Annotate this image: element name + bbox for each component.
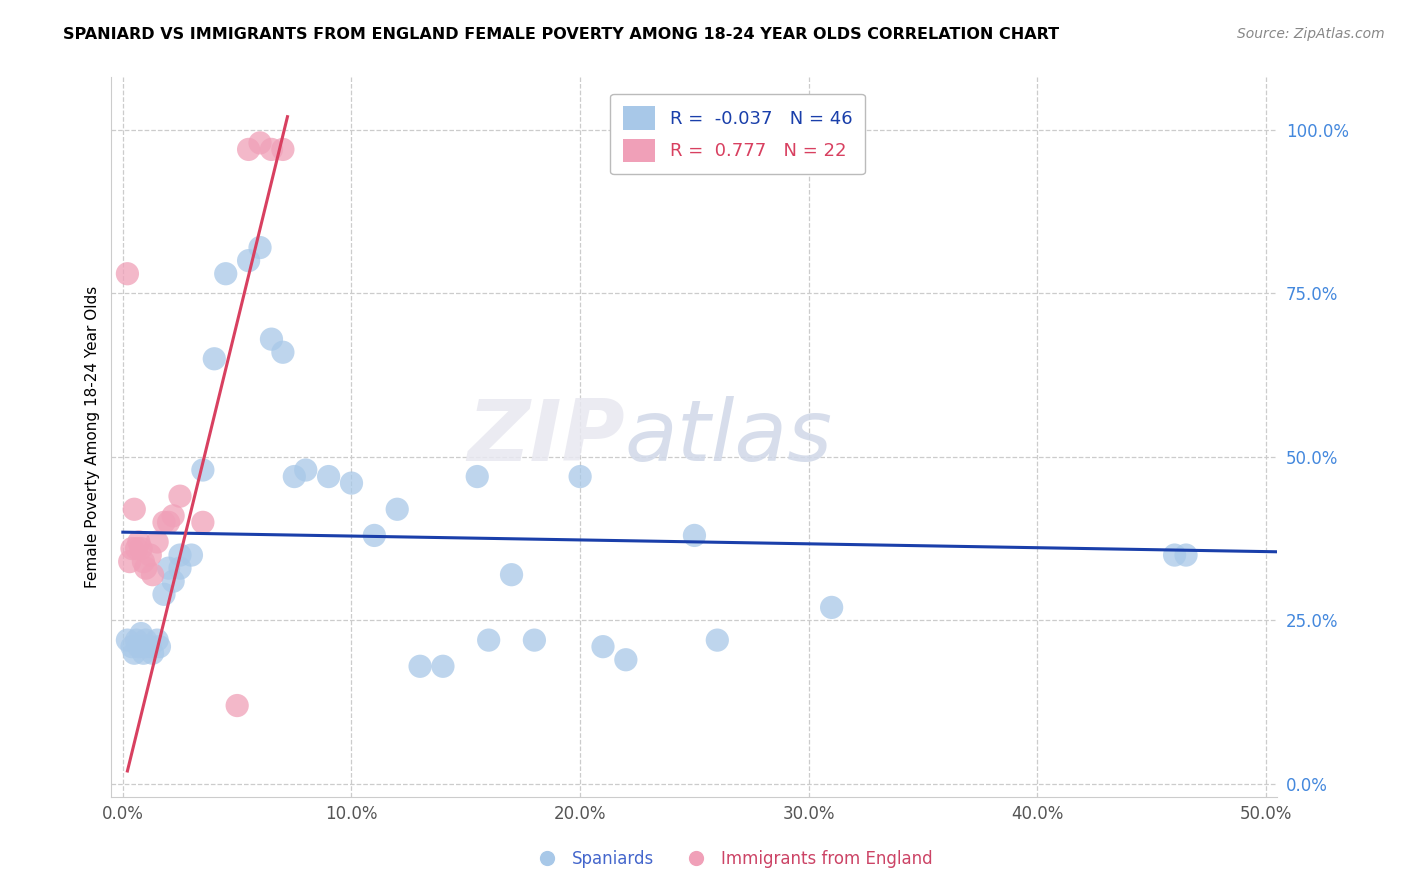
Point: [820, 600, 842, 615]
Point: [135, 561, 157, 575]
Point: [135, 640, 157, 654]
Point: [215, 267, 238, 281]
Text: Source: ZipAtlas.com: Source: ZipAtlas.com: [1237, 27, 1385, 41]
Point: [260, 332, 283, 346]
Point: [142, 567, 165, 582]
Point: [118, 555, 141, 569]
Point: [706, 633, 728, 648]
Point: [226, 698, 249, 713]
Point: [146, 633, 169, 648]
Text: ZIP: ZIP: [467, 396, 624, 479]
Point: [121, 541, 143, 556]
Point: [132, 555, 155, 569]
Point: [169, 489, 191, 503]
Point: [249, 241, 271, 255]
Point: [169, 548, 191, 562]
Point: [125, 633, 148, 648]
Point: [683, 528, 706, 542]
Point: [135, 633, 157, 648]
Point: [139, 640, 162, 654]
Point: [129, 541, 152, 556]
Point: [129, 626, 152, 640]
Text: atlas: atlas: [624, 396, 832, 479]
Point: [238, 143, 260, 157]
Point: [478, 633, 501, 648]
Point: [162, 574, 184, 589]
Point: [124, 502, 146, 516]
Point: [117, 633, 139, 648]
Legend: R =  -0.037   N = 46, R =  0.777   N = 22: R = -0.037 N = 46, R = 0.777 N = 22: [610, 94, 865, 174]
Point: [569, 469, 592, 483]
Point: [162, 508, 184, 523]
Point: [153, 516, 176, 530]
Point: [318, 469, 340, 483]
Text: SPANIARD VS IMMIGRANTS FROM ENGLAND FEMALE POVERTY AMONG 18-24 YEAR OLDS CORRELA: SPANIARD VS IMMIGRANTS FROM ENGLAND FEMA…: [63, 27, 1059, 42]
Point: [202, 351, 225, 366]
Point: [128, 535, 150, 549]
Point: [128, 640, 150, 654]
Point: [124, 646, 146, 660]
Point: [340, 476, 363, 491]
Point: [125, 541, 148, 556]
Point: [363, 528, 385, 542]
Y-axis label: Female Poverty Among 18-24 Year Olds: Female Poverty Among 18-24 Year Olds: [86, 286, 100, 589]
Point: [283, 469, 305, 483]
Point: [294, 463, 316, 477]
Point: [501, 567, 523, 582]
Point: [180, 548, 202, 562]
Point: [191, 516, 214, 530]
Point: [465, 469, 488, 483]
Point: [271, 143, 294, 157]
Point: [132, 646, 155, 660]
Point: [614, 653, 637, 667]
Point: [153, 587, 176, 601]
Point: [387, 502, 409, 516]
Point: [432, 659, 454, 673]
Point: [169, 561, 191, 575]
Point: [238, 253, 260, 268]
Point: [409, 659, 432, 673]
Point: [157, 561, 180, 575]
Legend: Spaniards, Immigrants from England: Spaniards, Immigrants from England: [523, 844, 939, 875]
Point: [142, 646, 165, 660]
Point: [523, 633, 546, 648]
Point: [1163, 548, 1185, 562]
Point: [148, 640, 170, 654]
Point: [592, 640, 614, 654]
Point: [271, 345, 294, 359]
Point: [157, 516, 180, 530]
Point: [121, 640, 143, 654]
Point: [139, 548, 162, 562]
Point: [249, 136, 271, 150]
Point: [260, 143, 283, 157]
Point: [191, 463, 214, 477]
Point: [146, 535, 169, 549]
Point: [117, 267, 139, 281]
Point: [1175, 548, 1198, 562]
